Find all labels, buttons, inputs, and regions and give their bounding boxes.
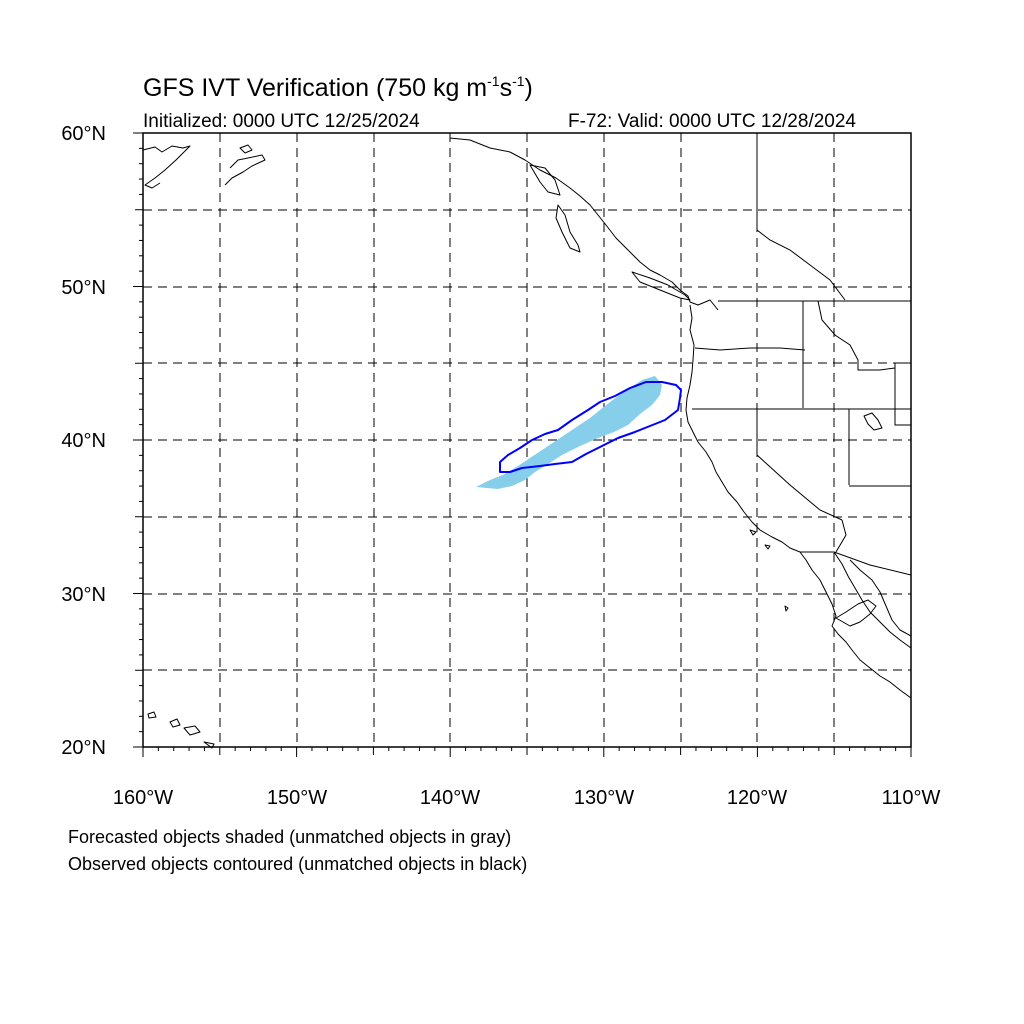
axis-ticks bbox=[133, 132, 912, 757]
grid-lines bbox=[143, 133, 911, 747]
forecast-object bbox=[476, 376, 662, 489]
valid-time-label: F-72: Valid: 0000 UTC 12/28/2024 bbox=[568, 111, 856, 132]
lat-label-60: 60°N bbox=[61, 123, 106, 145]
lon-label-160w: 160°W bbox=[112, 787, 174, 809]
legend-observed-note: Observed objects contoured (unmatched ob… bbox=[68, 854, 528, 874]
init-time-label: Initialized: 0000 UTC 12/25/2024 bbox=[143, 111, 420, 132]
political-borders bbox=[692, 133, 912, 576]
map-frame bbox=[142, 132, 912, 748]
observed-object-contour bbox=[499, 381, 682, 473]
legend-forecast-note: Forecasted objects shaded (unmatched obj… bbox=[68, 827, 512, 847]
lat-label-30: 30°N bbox=[61, 584, 106, 606]
lon-label-110w: 110°W bbox=[881, 787, 941, 809]
lon-label-140w: 140°W bbox=[419, 787, 481, 809]
lat-label-50: 50°N bbox=[61, 277, 106, 299]
lat-label-20: 20°N bbox=[61, 737, 106, 759]
lon-label-120w: 120°W bbox=[726, 787, 788, 809]
coastlines bbox=[142, 137, 912, 749]
lat-label-40: 40°N bbox=[61, 430, 106, 452]
chart-title: GFS IVT Verification (750 kg m-1s-1) bbox=[143, 73, 533, 102]
lon-label-150w: 150°W bbox=[266, 787, 328, 809]
lon-label-130w: 130°W bbox=[573, 787, 635, 809]
